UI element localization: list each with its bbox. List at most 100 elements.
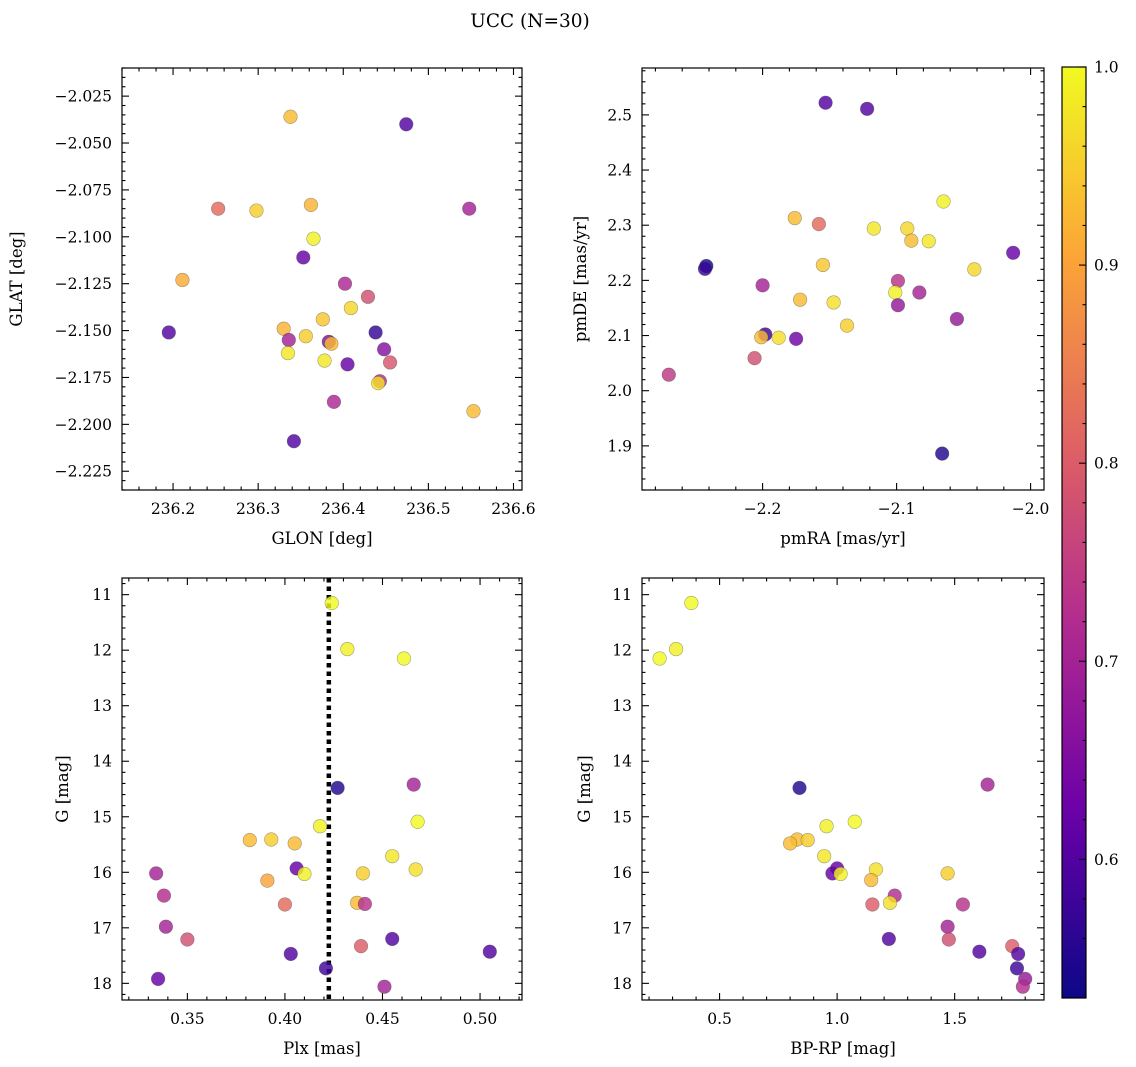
data-point	[337, 276, 353, 291]
data-point	[817, 849, 832, 864]
y-axis-label: G [mag]	[575, 755, 594, 822]
data-point	[1015, 979, 1030, 994]
data-point	[941, 932, 956, 947]
data-point	[800, 832, 815, 848]
y-tick-label: 15	[612, 808, 632, 826]
x-tick-label: 0.45	[365, 1010, 400, 1028]
y-tick-label: 2.1	[607, 327, 632, 345]
data-point	[668, 641, 684, 657]
x-tick-label: 236.3	[236, 500, 280, 518]
data-point	[242, 832, 257, 848]
y-tick-label: 18	[612, 975, 632, 993]
data-point	[815, 257, 831, 273]
data-point	[912, 285, 927, 300]
x-tick-label: 1.5	[942, 1010, 967, 1028]
x-axis-label: pmRA [mas/yr]	[780, 529, 905, 548]
data-point	[818, 95, 833, 110]
x-tick-label: 236.2	[151, 500, 195, 518]
y-tick-label: 16	[92, 864, 112, 882]
data-point	[355, 866, 371, 881]
data-point	[286, 434, 302, 449]
data-point	[312, 819, 328, 834]
data-point	[149, 866, 164, 881]
data-point	[771, 330, 786, 345]
data-point	[890, 273, 906, 289]
data-point	[283, 946, 298, 962]
y-tick-label: 17	[92, 919, 112, 937]
x-tick-label: 1.0	[825, 1010, 850, 1028]
data-point	[890, 298, 906, 313]
data-point	[1009, 961, 1025, 976]
data-point	[298, 329, 313, 344]
data-point	[318, 961, 334, 976]
data-point	[792, 780, 807, 795]
data-point	[180, 932, 195, 947]
x-tick-label: 0.40	[268, 1010, 303, 1028]
data-point	[343, 300, 359, 316]
data-point	[940, 866, 955, 881]
y-tick-label: −2.050	[55, 135, 112, 153]
data-point	[371, 375, 386, 391]
data-point	[747, 351, 762, 366]
data-point	[340, 641, 355, 657]
data-point	[881, 931, 896, 947]
data-point	[482, 944, 497, 959]
data-point	[315, 312, 330, 327]
panel-glon-glat: 236.2 236.3 236.4 236.5 236.6 −2.225 −2.200 −2.…	[7, 67, 536, 548]
panel-plx-g: 0.35 0.40 0.45 0.50 11 12 13 14 15 16 17 18 Plx [mas…	[53, 577, 523, 1058]
panel-bprp-g: 0.5 1.0 1.5 11 12 13 14 15 16 17 18 BP-RP [mag] G [m…	[575, 577, 1045, 1058]
y-tick-label: 17	[612, 919, 632, 937]
y-tick-label: 13	[612, 697, 632, 715]
colorbar-tick-label: 0.7	[1094, 653, 1119, 671]
x-axis-label: BP-RP [mag]	[790, 1039, 896, 1058]
y-axis-label: GLAT [deg]	[7, 231, 26, 326]
data-point	[382, 355, 398, 370]
data-point	[882, 895, 898, 910]
data-point	[324, 336, 339, 351]
data-point	[408, 862, 423, 877]
data-point	[324, 595, 339, 611]
data-point	[297, 866, 312, 882]
data-point	[150, 971, 166, 987]
y-tick-label: −2.200	[55, 416, 112, 434]
data-point	[847, 814, 862, 829]
data-point	[175, 272, 190, 288]
data-point	[281, 332, 296, 348]
x-tick-label: −2.1	[878, 500, 916, 518]
y-tick-label: 18	[92, 975, 112, 993]
y-tick-label: −2.125	[55, 275, 112, 293]
y-tick-label: −2.075	[55, 181, 112, 199]
data-point	[296, 250, 311, 265]
data-point	[860, 101, 875, 116]
colorbar-tick-label: 0.6	[1094, 851, 1119, 869]
y-tick-label: −2.225	[55, 463, 112, 481]
y-axis-label: G [mag]	[53, 755, 72, 822]
data-point	[904, 233, 919, 248]
y-tick-label: 15	[92, 808, 112, 826]
data-point	[819, 819, 834, 834]
x-axis-label: GLON [deg]	[271, 529, 372, 548]
y-tick-label: 2.5	[607, 106, 632, 124]
data-point	[330, 780, 345, 795]
figure-title: UCC (N=30)	[470, 11, 589, 32]
data-point	[684, 595, 699, 611]
data-point	[697, 261, 713, 276]
y-tick-label: 12	[92, 642, 112, 660]
data-point	[652, 651, 667, 666]
data-point	[462, 201, 477, 216]
data-point	[864, 872, 879, 888]
data-point	[826, 295, 841, 310]
data-point	[406, 777, 421, 792]
data-point	[788, 331, 804, 346]
data-point	[935, 446, 950, 461]
data-point	[317, 353, 332, 368]
y-tick-label: 14	[92, 753, 112, 771]
data-point	[865, 897, 880, 912]
x-tick-label: 0.5	[707, 1010, 732, 1028]
x-tick-label: 236.5	[406, 500, 450, 518]
data-point	[754, 330, 769, 345]
data-point	[377, 979, 392, 994]
y-tick-label: 1.9	[607, 437, 632, 455]
data-point	[360, 289, 376, 304]
